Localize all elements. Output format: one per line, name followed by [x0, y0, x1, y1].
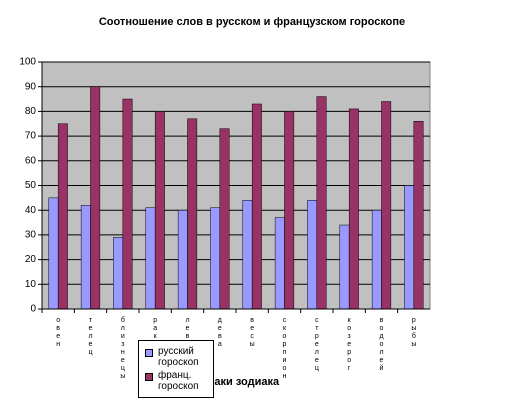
y-tick-label: 100 [19, 57, 36, 68]
x-tick-label: дева [216, 317, 223, 349]
bar [274, 217, 285, 310]
bar [251, 103, 262, 310]
x-tick-label: весы [249, 317, 256, 349]
y-tick-label: 60 [25, 155, 37, 166]
legend-item: русский гороскоп [141, 346, 211, 368]
bar [154, 111, 165, 310]
bar [284, 111, 295, 310]
bar [48, 197, 59, 310]
y-tick-label: 90 [25, 81, 37, 92]
bar [80, 205, 91, 310]
chart-title: Соотношение слов в русском и французском… [99, 16, 405, 28]
legend-label: русский гороскоп [158, 346, 199, 368]
x-tick-label: лев [184, 317, 191, 341]
bar [210, 207, 221, 310]
y-tick-label: 70 [25, 131, 37, 142]
x-tick-label: рыбы [410, 317, 417, 349]
y-tick-label: 20 [25, 254, 37, 265]
legend-item: франц. гороскоп [141, 370, 211, 392]
bar [113, 237, 124, 310]
bar [371, 209, 382, 310]
x-tick-label: водолей [378, 317, 385, 373]
x-tick-label: стрелец [313, 317, 320, 373]
bar [307, 200, 318, 310]
bar [219, 128, 230, 310]
x-tick-label: рак [152, 317, 159, 341]
y-tick-label: 30 [25, 230, 37, 241]
bar [57, 123, 68, 310]
bar [404, 185, 415, 310]
bar [339, 224, 350, 310]
bar [381, 101, 392, 310]
y-tick-label: 80 [25, 106, 37, 117]
y-tick-label: 0 [30, 304, 36, 315]
bar [242, 200, 253, 310]
bar [145, 207, 156, 310]
legend-swatch [145, 373, 153, 381]
x-tick-label: овен [55, 317, 62, 349]
bar [177, 209, 188, 310]
x-axis-title: Знаки зодиака [201, 376, 280, 388]
y-tick-label: 50 [25, 180, 37, 191]
x-tick-label: скорпион [281, 317, 288, 381]
legend-swatch [145, 349, 153, 357]
legend-label: франц. гороскоп [158, 370, 199, 392]
y-tick-label: 10 [25, 279, 37, 290]
bar [122, 98, 133, 310]
x-tick-label: телец [87, 317, 94, 357]
y-tick-label: 40 [25, 205, 37, 216]
bar [348, 108, 359, 310]
bar [90, 86, 101, 310]
bar [316, 96, 327, 310]
bar [187, 118, 198, 310]
x-tick-label: близнецы [119, 316, 126, 381]
legend: русский гороскоп франц. гороскоп [138, 340, 214, 398]
x-tick-label: козерог [346, 317, 353, 373]
bar [413, 121, 424, 310]
